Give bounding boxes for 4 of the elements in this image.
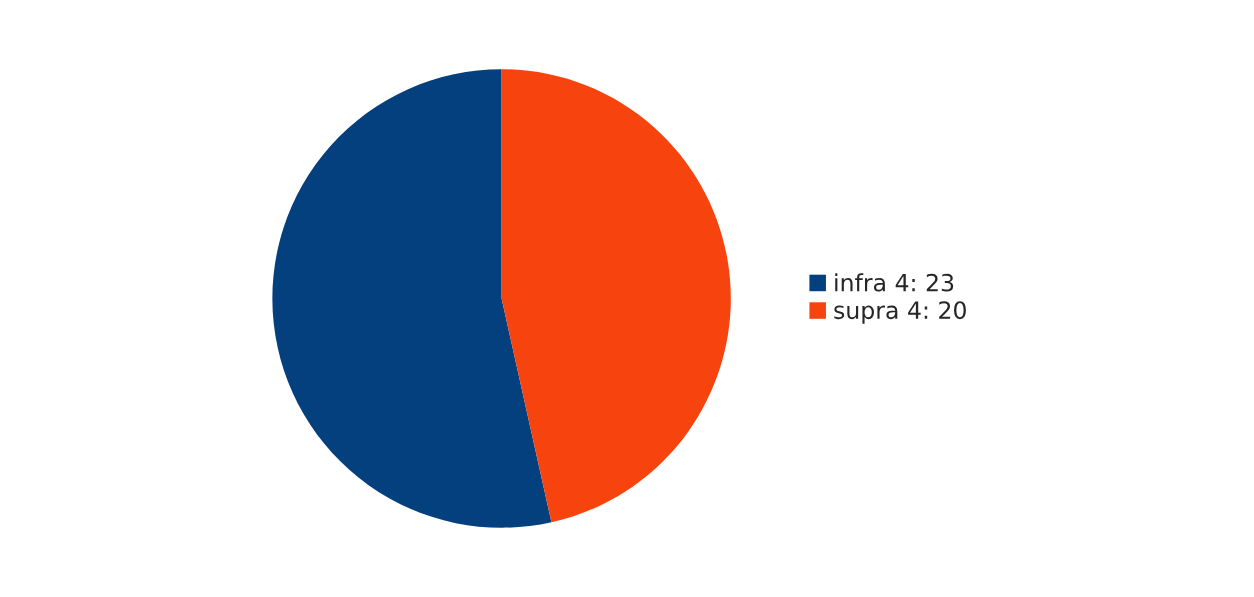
- pie-slice: [501, 69, 731, 523]
- pie-slice: [272, 69, 552, 528]
- legend-label: infra 4: 23: [835, 273, 954, 292]
- legend-label: supra 4: 20: [834, 301, 966, 324]
